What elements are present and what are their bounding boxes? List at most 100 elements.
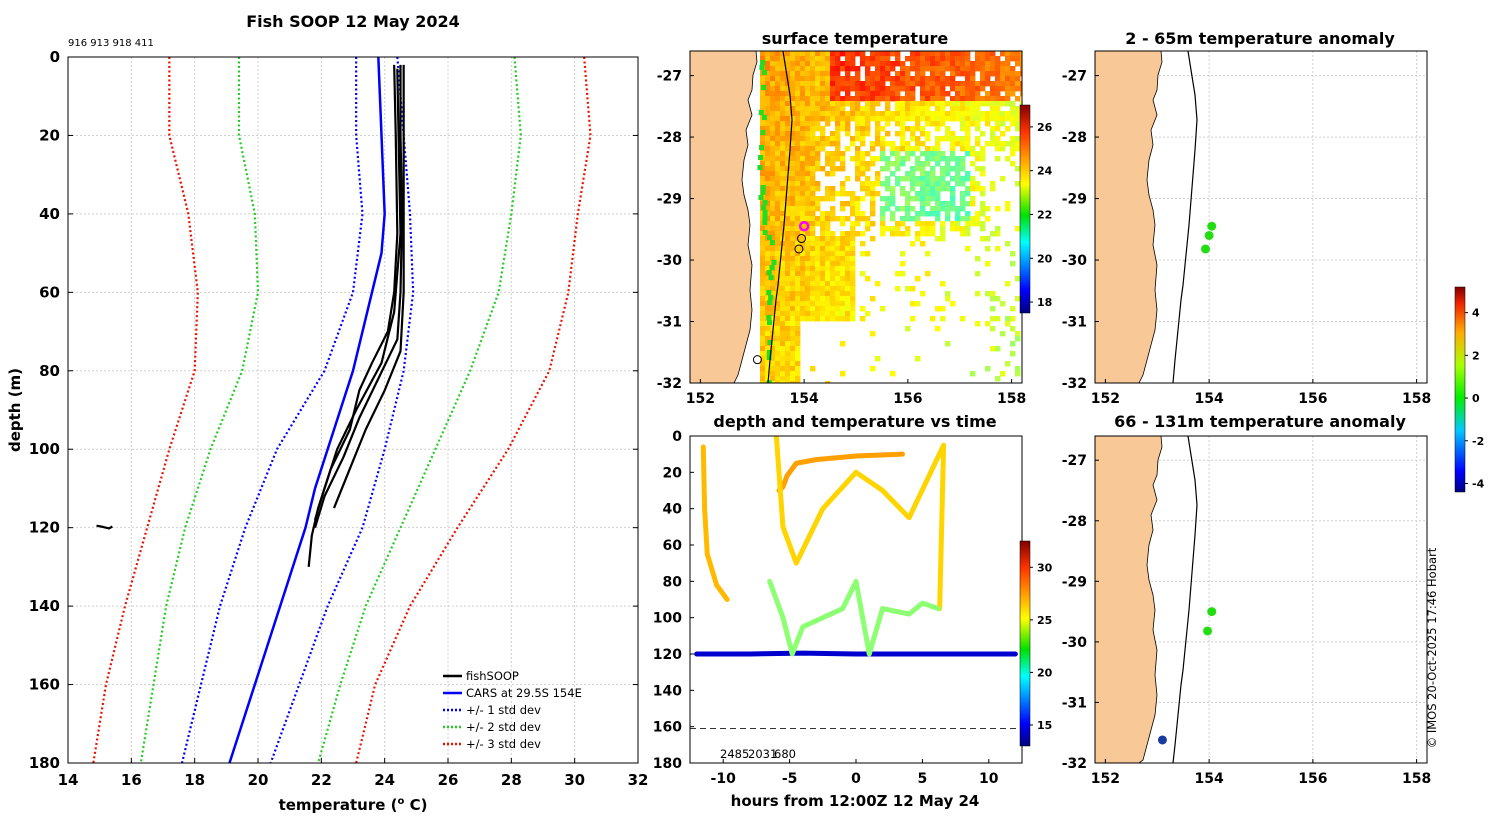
sst-cell <box>940 51 946 57</box>
sst-cell <box>790 276 796 282</box>
sst-cell <box>960 141 966 147</box>
sst-cell <box>845 276 851 282</box>
anomaly-point <box>1207 607 1217 617</box>
sst-cell <box>975 136 981 142</box>
sst-cell <box>790 266 796 272</box>
sst-cell <box>915 166 921 172</box>
sst-cell <box>890 61 896 67</box>
sst-cell <box>830 116 836 122</box>
sst-cell <box>825 266 831 272</box>
sst-cell <box>770 371 776 377</box>
sst-cell <box>810 206 816 212</box>
sst-cell <box>840 206 846 212</box>
anomaly-colorbar <box>1454 286 1466 493</box>
sst-cell <box>870 51 876 57</box>
sst-cell <box>970 181 976 187</box>
sst-cell <box>840 191 846 197</box>
sst-cell <box>835 81 841 87</box>
sst-cell <box>860 151 866 157</box>
sst-cell <box>880 196 886 202</box>
sst-cell <box>865 61 871 67</box>
sst-cell <box>805 266 811 272</box>
sst-cell <box>800 116 806 122</box>
sst-cell <box>810 271 816 277</box>
sst-cell <box>775 101 781 107</box>
sst-cell <box>810 256 816 262</box>
profile-chart: Fish SOOP 12 May 2024 916 913 918 411 14… <box>6 12 648 814</box>
sst-cell <box>835 61 841 67</box>
sst-cell <box>980 166 986 172</box>
profile-location-marker <box>797 234 807 244</box>
sst-cell <box>895 81 901 87</box>
sst-cell <box>920 151 926 157</box>
sst-cell <box>965 116 971 122</box>
sst-cell <box>835 276 841 282</box>
sst-cell <box>930 96 936 102</box>
sst-cell <box>795 276 801 282</box>
sst-cell <box>880 96 886 102</box>
depth-time-title: depth and temperature vs time <box>713 412 996 431</box>
sst-cell <box>890 81 896 87</box>
sst-cell <box>885 96 891 102</box>
sst-cell <box>1000 176 1006 182</box>
sst-cell <box>880 126 886 132</box>
sst-cell <box>1015 86 1021 92</box>
sst-cell <box>935 71 941 77</box>
sst-cell <box>950 221 956 227</box>
sst-cell <box>765 111 771 117</box>
sst-cell <box>905 216 911 222</box>
sst-cell <box>790 166 796 172</box>
sst-cell <box>785 106 791 112</box>
sst-cell <box>795 56 801 62</box>
sst-cell <box>890 76 896 82</box>
sst-cell <box>775 51 781 57</box>
sst-cell <box>780 266 786 272</box>
sst-cell <box>825 221 831 227</box>
sst-cell <box>980 221 986 227</box>
sst-cell <box>840 161 846 167</box>
y-tick-label: 0 <box>672 429 682 445</box>
y-tick-label: 180 <box>29 754 60 772</box>
sst-cell <box>760 371 766 377</box>
sst-cell <box>790 141 796 147</box>
sst-cell <box>995 136 1001 142</box>
sst-cell <box>905 106 911 112</box>
sst-cell <box>970 101 976 107</box>
sst-cell <box>770 366 776 372</box>
sst-cell <box>845 71 851 77</box>
sst-cell <box>805 176 811 182</box>
sst-cell <box>970 116 976 122</box>
sst-cell <box>885 116 891 122</box>
sst-cell <box>885 181 891 187</box>
sst-cell <box>855 131 861 137</box>
sst-cell <box>775 346 781 352</box>
y-tick-label: -27 <box>1062 69 1087 85</box>
sst-cell <box>910 111 916 117</box>
sst-cell <box>850 251 856 257</box>
sst-cell <box>995 91 1001 97</box>
sst-cell <box>785 196 791 202</box>
sst-cell <box>910 116 916 122</box>
sst-cell <box>765 76 771 82</box>
sst-cell <box>760 161 766 167</box>
sst-cell <box>990 126 996 132</box>
sst-cell <box>800 256 806 262</box>
sst-cell <box>900 216 906 222</box>
sst-cell <box>930 186 936 192</box>
sst-cell <box>880 66 886 72</box>
sst-cell <box>775 151 781 157</box>
sst-cell <box>795 266 801 272</box>
sst-cell <box>920 86 926 92</box>
sst-cell <box>800 251 806 257</box>
sst-cell <box>1010 51 1016 57</box>
sst-cell <box>990 346 996 352</box>
sst-cell <box>870 71 876 77</box>
sst-cell <box>870 141 876 147</box>
sst-cell <box>800 76 806 82</box>
sst-cell <box>960 126 966 132</box>
sst-cell <box>825 296 831 302</box>
sst-cell <box>850 306 856 312</box>
sst-cell <box>800 156 806 162</box>
sst-cell <box>905 71 911 77</box>
sst-cell <box>980 146 986 152</box>
